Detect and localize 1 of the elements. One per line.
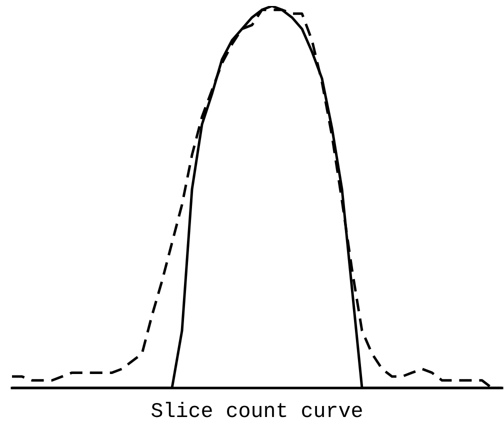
x-axis-title: Slice count curve: [152, 402, 362, 418]
